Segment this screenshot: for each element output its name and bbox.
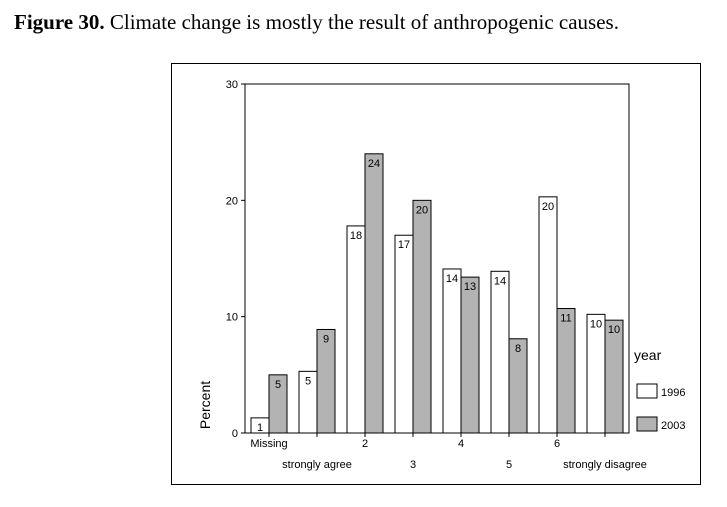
y-tick-label: 0 [232, 428, 238, 440]
bars: 1 5 5 9 18 24 17 20 14 13 14 8 20 11 10 10 [250, 153, 624, 434]
x-tick-label: strongly agree [282, 459, 352, 471]
legend-label-2003: 2003 [661, 420, 685, 432]
bar-2003 [460, 276, 480, 434]
figure-number: Figure 30. [14, 10, 105, 34]
figure-caption: Figure 30. Climate change is mostly the … [14, 10, 619, 35]
bar-label-1996: 14 [494, 275, 506, 287]
bar-label-2003: 8 [515, 343, 521, 355]
x-tick-label: 4 [458, 438, 464, 450]
y-tick-label: 20 [226, 195, 238, 207]
bar-2003 [364, 153, 384, 434]
bar-2003 [316, 328, 336, 434]
bar-1996 [394, 234, 414, 434]
x-tick-label: 5 [506, 459, 512, 471]
plot-area [244, 83, 630, 434]
bar-label-1996: 10 [590, 318, 602, 330]
bar-1996 [490, 270, 510, 434]
x-tick-label: 2 [362, 438, 368, 450]
bar-1996 [538, 196, 558, 434]
legend-swatch-2003 [636, 416, 658, 432]
bar-label-1996: 17 [398, 239, 410, 251]
bar-label-1996: 18 [350, 230, 362, 242]
bar-2003 [412, 199, 432, 434]
bar-2003 [268, 374, 288, 434]
bar-label-1996: 20 [542, 201, 554, 213]
chart-frame [171, 63, 701, 485]
y-tick-label: 10 [226, 312, 238, 324]
bar-label-1996: 1 [257, 422, 263, 434]
figure-title: Climate change is mostly the result of a… [104, 10, 619, 34]
bar-label-2003: 10 [608, 324, 620, 336]
legend-title: year [634, 347, 662, 363]
bar-label-2003: 9 [323, 333, 329, 345]
legend-label-1996: 1996 [661, 387, 685, 399]
x-tick-label: strongly disagree [563, 459, 647, 471]
y-tick-label: 30 [226, 79, 238, 91]
bar-1996 [346, 225, 366, 434]
bar-2003 [604, 319, 624, 434]
legend-swatch-1996 [636, 383, 658, 399]
y-axis-label: Percent [197, 381, 213, 429]
bar-2003 [556, 308, 576, 434]
legend: year 1996 2003 [634, 347, 685, 432]
bar-label-1996: 14 [446, 273, 458, 285]
bar-label-2003: 20 [416, 204, 428, 216]
bar-1996 [586, 313, 606, 434]
y-axis: 0 10 20 30 [226, 79, 245, 440]
x-tick-label: 6 [554, 438, 560, 450]
bar-label-2003: 13 [464, 281, 476, 293]
bar-label-2003: 5 [275, 379, 281, 391]
bar-label-1996: 5 [305, 375, 311, 387]
x-tick-label: 3 [410, 459, 416, 471]
x-tick-label: Missing [250, 438, 287, 450]
bar-label-2003: 24 [368, 158, 380, 170]
bar-label-2003: 11 [560, 313, 571, 325]
bar-1996 [442, 268, 462, 434]
bar-2003 [508, 338, 528, 434]
